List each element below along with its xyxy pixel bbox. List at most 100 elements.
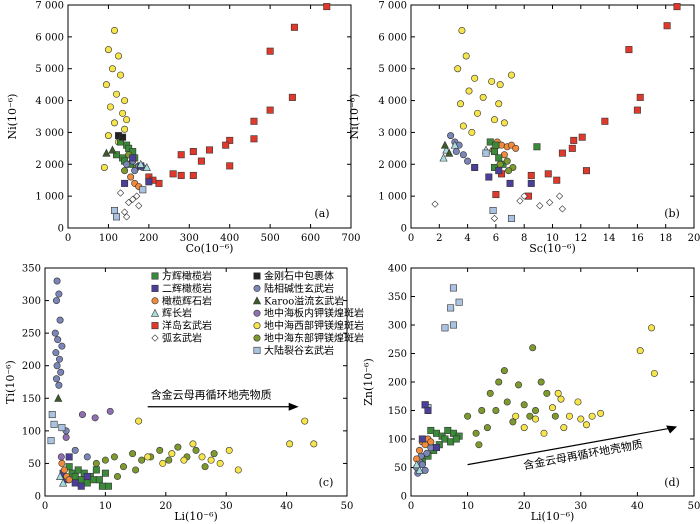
- y-tick-label: 4 000: [35, 96, 64, 107]
- x-tick-label: 10: [99, 501, 112, 512]
- data-point: [123, 160, 131, 168]
- data-point: [464, 412, 472, 420]
- y-tick-label: 250: [22, 329, 41, 340]
- legend-marker: [150, 308, 160, 317]
- x-tick-label: 20: [688, 233, 700, 244]
- data-point: [503, 398, 511, 406]
- data-point: [447, 132, 455, 140]
- data-point: [71, 479, 79, 487]
- series-洋岛玄武岩: [145, 3, 331, 187]
- data-point: [423, 449, 431, 457]
- data-point: [53, 362, 61, 370]
- data-point: [121, 125, 129, 133]
- y-tick-label: 7 000: [378, 1, 407, 12]
- data-point: [198, 453, 206, 461]
- data-point: [58, 424, 66, 432]
- x-tick-label: 10: [461, 501, 474, 512]
- y-tick-label: 0: [401, 224, 407, 235]
- data-point: [424, 406, 432, 414]
- data-point: [117, 71, 125, 79]
- y-tick-label: 100: [388, 435, 407, 446]
- data-point: [288, 93, 296, 101]
- data-point: [507, 71, 515, 79]
- x-tick-label: 20: [518, 501, 531, 512]
- x-tick-label: 50: [688, 501, 700, 512]
- annotation-text: 含金云母再循环地壳物质: [522, 437, 644, 472]
- y-tick-label: 50: [394, 463, 407, 474]
- legend-entry: 辉长岩: [150, 307, 192, 320]
- y-tick-label: 1 000: [35, 192, 64, 203]
- legend-entry: 弧玄武岩: [151, 332, 202, 345]
- legend-entry: 地中海西部钾镁煌斑岩: [253, 319, 364, 332]
- x-axis-label: Li(10⁻⁶): [531, 510, 575, 523]
- data-point: [131, 167, 139, 175]
- data-point: [505, 167, 513, 175]
- series-辉长岩: [412, 460, 424, 474]
- series-地中海西部钾镁煌斑岩: [454, 26, 515, 136]
- data-point: [475, 441, 483, 449]
- data-point: [119, 109, 127, 117]
- data-point: [77, 482, 85, 490]
- series-辉长岩: [136, 159, 151, 171]
- x-axis-label: Sc(10⁻⁶): [529, 242, 576, 255]
- data-point: [440, 140, 450, 149]
- x-tick-label: 14: [603, 233, 616, 244]
- series-大陆裂谷玄武岩: [421, 284, 463, 412]
- series-洋岛玄武岩: [492, 3, 681, 200]
- data-point: [55, 355, 63, 363]
- data-point: [507, 214, 515, 222]
- data-point: [500, 367, 508, 375]
- data-point: [104, 482, 112, 490]
- x-tick-label: 0: [65, 233, 71, 244]
- y-tick-label: 0: [58, 224, 64, 235]
- data-point: [225, 446, 233, 454]
- data-point: [415, 446, 423, 454]
- data-point: [418, 435, 426, 443]
- data-point: [266, 47, 274, 55]
- series-橄榄辉石岩: [58, 459, 73, 484]
- x-tick-label: 18: [659, 233, 672, 244]
- data-point: [479, 93, 487, 101]
- legend-label: 洋岛玄武岩: [162, 319, 212, 332]
- legend-label: 陆相碱性玄武岩: [264, 282, 334, 295]
- data-point: [625, 46, 633, 54]
- data-point: [250, 135, 258, 143]
- legend-marker: [151, 322, 159, 330]
- data-point: [462, 52, 470, 60]
- data-point: [48, 411, 56, 419]
- data-point: [558, 149, 566, 157]
- legend-marker: [151, 284, 159, 292]
- data-point: [110, 453, 118, 461]
- y-tick-label: 400: [388, 264, 407, 275]
- y-tick-label: 350: [388, 292, 407, 303]
- data-point: [515, 381, 523, 389]
- data-point: [119, 133, 127, 141]
- y-tick-label: 300: [388, 321, 407, 332]
- legend-entry: 二辉橄榄岩: [151, 282, 212, 295]
- data-point: [544, 170, 552, 178]
- data-point: [455, 298, 463, 306]
- data-point: [168, 450, 176, 458]
- data-point: [464, 157, 472, 165]
- data-point: [516, 197, 524, 205]
- data-point: [553, 176, 561, 184]
- x-tick-label: 200: [139, 233, 158, 244]
- y-tick-label: 150: [22, 394, 41, 405]
- data-point: [578, 133, 586, 141]
- panel-b: 0 2 4 6 8 10 12 14 16 18 20 0 1 000 2 000 3 000 4 000 5 …: [348, 1, 700, 256]
- data-point: [142, 163, 151, 171]
- data-point: [601, 117, 609, 125]
- series-二辉橄榄岩: [471, 163, 535, 187]
- x-tick-label: 400: [220, 233, 239, 244]
- data-point: [527, 179, 535, 187]
- data-point: [540, 429, 548, 437]
- legend-label: Karoo溢流玄武岩: [264, 294, 344, 307]
- data-point: [286, 440, 294, 448]
- data-point: [47, 437, 55, 445]
- data-point: [490, 214, 499, 223]
- data-point: [98, 482, 106, 490]
- data-point: [189, 440, 197, 448]
- data-point: [113, 90, 121, 98]
- series-二辉橄榄岩: [418, 401, 440, 452]
